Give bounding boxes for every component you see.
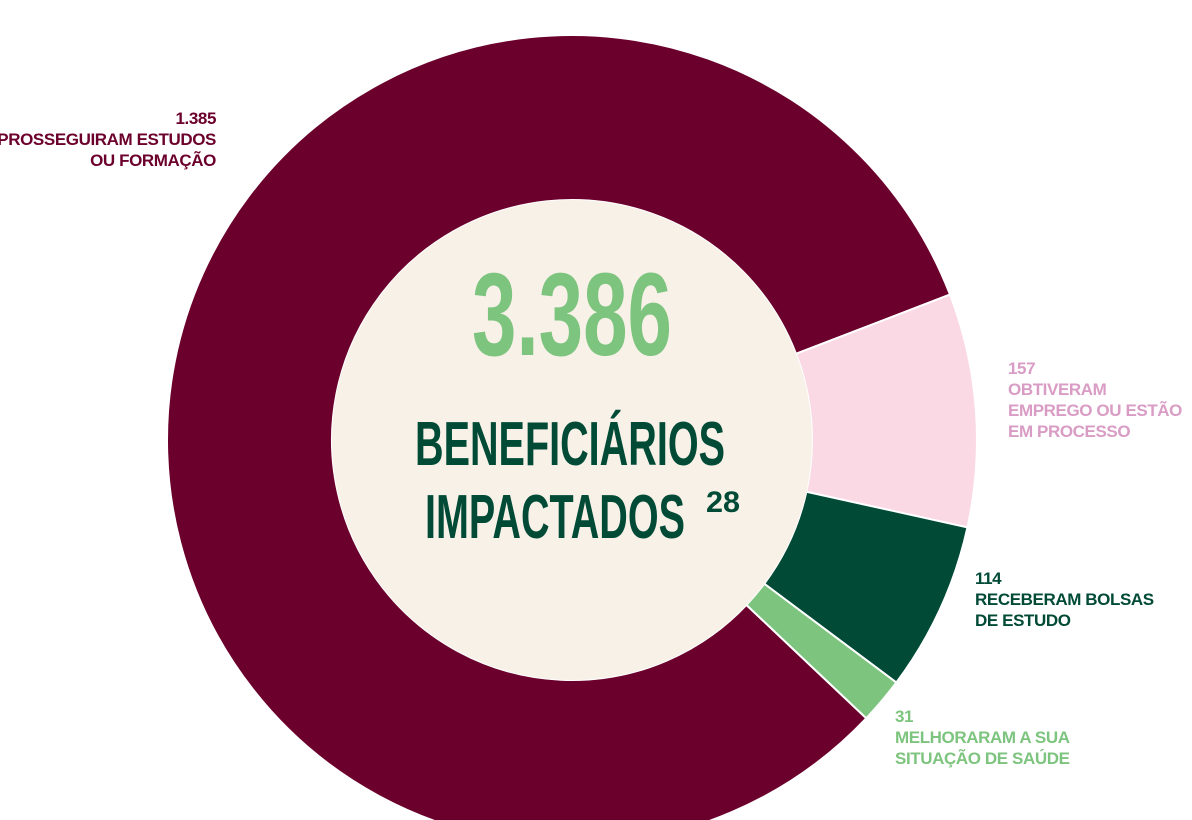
footnote: 28 [706, 486, 740, 519]
category-label: RECEBERAM BOLSAS DE ESTUDO [975, 590, 1154, 630]
category-label: OBTIVERAM EMPREGO OU ESTÃO EM PROCESSO [1008, 380, 1183, 441]
center-total: 3.386 [472, 249, 672, 381]
segment-label: 114 RECEBERAM BOLSAS DE ESTUDO [975, 568, 1155, 631]
segment-label: 157 OBTIVERAM EMPREGO OU ESTÃO EM PROCESS… [1008, 358, 1192, 442]
center-title: IMPACTADOS [425, 483, 685, 552]
value-label: 31 [895, 707, 914, 726]
category-label: MELHORARAM A SUA SITUAÇÃO DE SAÚDE [895, 728, 1070, 768]
segments [166, 34, 978, 820]
value-label: 114 [975, 569, 1002, 588]
value-label: 157 [1008, 359, 1036, 378]
segment-label: 31 MELHORARAM A SUA SITUAÇÃO DE SAÚDE [895, 706, 1085, 769]
value-label: 1.385 [175, 109, 216, 128]
center-title: BENEFICIÁRIOS [415, 410, 725, 479]
segment-label: 1.385 PROSSEGUIRAM ESTUDOS OU FORMAÇÃO [0, 108, 216, 171]
category-label: PROSSEGUIRAM ESTUDOS OU FORMAÇÃO [0, 130, 216, 170]
center-disc [332, 200, 812, 680]
